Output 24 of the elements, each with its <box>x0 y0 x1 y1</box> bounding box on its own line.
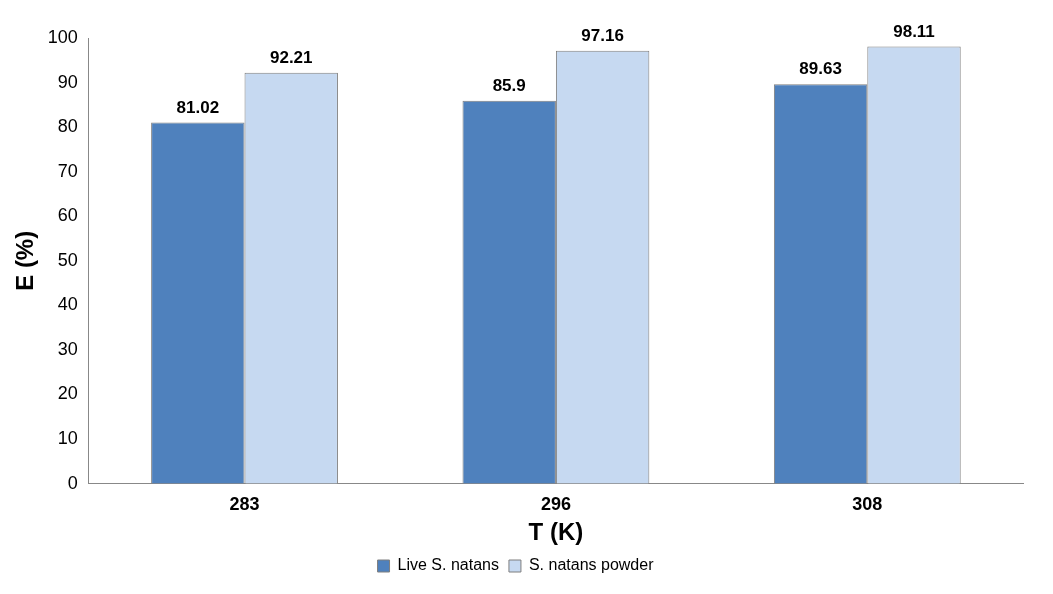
y-tick-label: 70 <box>57 160 78 181</box>
y-tick-label: 40 <box>57 294 78 315</box>
data-label: 81.02 <box>176 97 220 117</box>
x-tick-label: 283 <box>229 494 260 515</box>
data-label: 89.63 <box>799 59 842 79</box>
y-tick-label: 10 <box>57 428 78 449</box>
y-tick-label: 100 <box>47 26 78 47</box>
y-tick-label: 50 <box>57 249 78 270</box>
y-tick-label: 20 <box>57 383 78 404</box>
y-tick-label: 80 <box>57 116 78 137</box>
y-axis-title: E (%) <box>11 230 39 291</box>
y-tick-label: 30 <box>57 338 78 359</box>
y-tick-label: 60 <box>57 205 78 226</box>
y-tick-label: 0 <box>67 472 78 493</box>
y-tick-label: 90 <box>57 71 78 92</box>
data-label: 92.21 <box>269 47 313 67</box>
x-axis-title: T (K) <box>528 518 584 546</box>
legend-label: Live S. natans <box>397 556 499 574</box>
x-tick-label: 296 <box>540 494 571 515</box>
data-label: 97.16 <box>581 25 624 45</box>
x-tick-label: 308 <box>852 494 883 515</box>
data-label: 98.11 <box>893 21 935 41</box>
data-label: 85.9 <box>492 76 526 96</box>
legend-label: S. natans powder <box>528 556 655 574</box>
